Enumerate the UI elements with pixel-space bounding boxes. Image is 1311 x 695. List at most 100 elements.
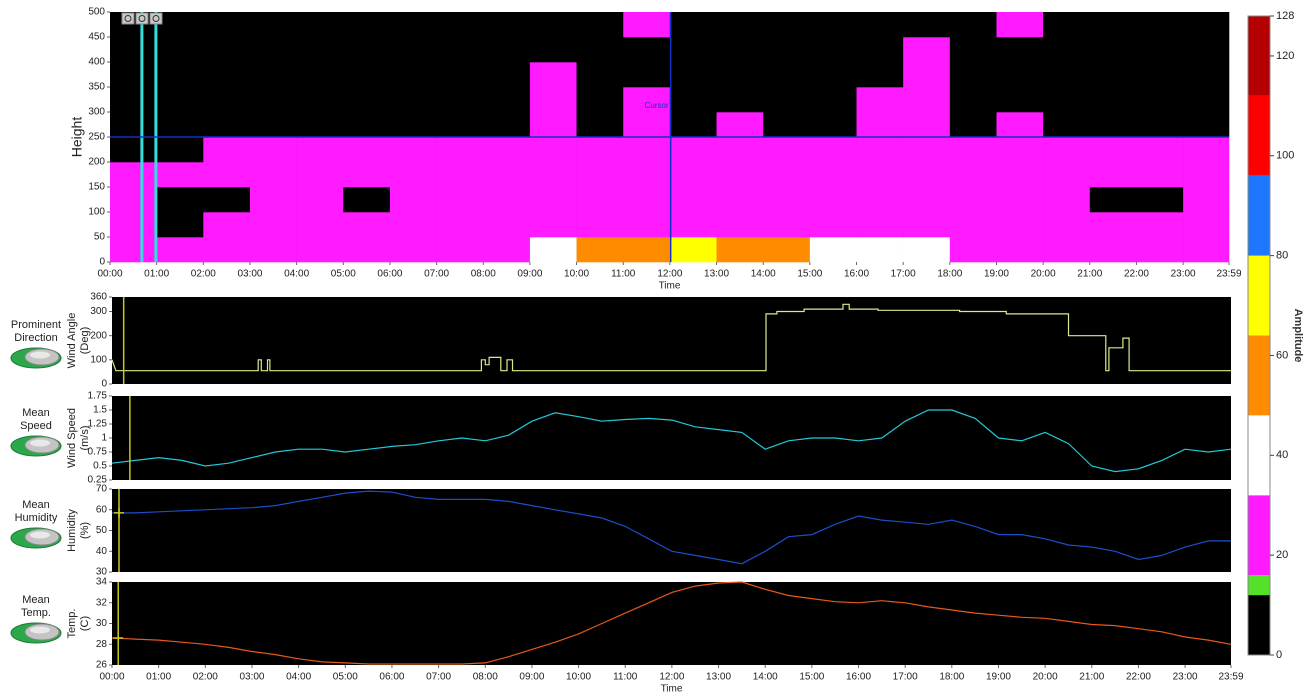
- control-label: Direction: [14, 332, 57, 344]
- color-scale-tick-label: 40: [1276, 449, 1288, 461]
- x-tick-label: 08:00: [471, 269, 496, 280]
- y-axis-label: (Deg): [79, 327, 91, 355]
- color-scale-tick-label: 20: [1276, 549, 1288, 561]
- heatmap-cell: [1090, 37, 1137, 62]
- x-tick-label: 23:00: [1171, 269, 1196, 280]
- y-axis-label: Temp.: [66, 609, 78, 639]
- heatmap-cell: [857, 162, 904, 187]
- heatmap-cell: [1183, 187, 1229, 212]
- heatmap-cell: [717, 112, 764, 137]
- heatmap-cell: [110, 237, 157, 262]
- x-tick-label: 12:00: [657, 269, 682, 280]
- heatmap-cell: [1090, 12, 1137, 37]
- color-band: [1248, 256, 1270, 336]
- color-scale-tick-label: 120: [1276, 50, 1294, 62]
- heatmap-cell: [623, 137, 670, 162]
- heatmap-cell: [390, 137, 437, 162]
- heatmap-cell: [203, 87, 250, 112]
- heatmap-cell: [110, 37, 157, 62]
- plot-area: [112, 582, 1231, 665]
- x-tick-label: 04:00: [286, 672, 311, 683]
- heatmap-cell: [250, 12, 297, 37]
- heatmap-cell: [530, 137, 577, 162]
- heatmap-cell: [577, 87, 624, 112]
- heatmap-cell: [1043, 37, 1090, 62]
- x-tick-label: 20:00: [1033, 672, 1058, 683]
- heatmap-cell: [483, 212, 530, 237]
- heatmap-cell: [950, 87, 997, 112]
- x-tick-label: 12:00: [659, 672, 684, 683]
- heatmap-cell: [763, 187, 810, 212]
- graph-tool[interactable]: [122, 13, 134, 24]
- heatmap-cell: [390, 112, 437, 137]
- heatmap-cell: [1183, 162, 1229, 187]
- y-tick-label: 26: [96, 660, 108, 671]
- heatmap-cell: [483, 12, 530, 37]
- y-axis-label: Wind Speed: [66, 408, 78, 468]
- heatmap-cell: [996, 62, 1043, 87]
- heatmap-cell: [437, 237, 484, 262]
- x-tick-label: 18:00: [937, 269, 962, 280]
- y-axis-label: Wind Angle: [66, 313, 78, 369]
- heatmap-cell: [763, 212, 810, 237]
- toggle-shine: [30, 440, 50, 447]
- heatmap-cell: [1043, 62, 1090, 87]
- heatmap-cell: [577, 237, 624, 262]
- y-tick-label: 40: [96, 546, 108, 557]
- heatmap-cell: [763, 237, 810, 262]
- heatmap-cell: [390, 37, 437, 62]
- heatmap-cell: [996, 87, 1043, 112]
- heatmap-cell: [1043, 12, 1090, 37]
- heatmap-cell: [203, 212, 250, 237]
- heatmap-cell: [950, 62, 997, 87]
- heatmap-cell: [1090, 237, 1137, 262]
- heatmap-cell: [483, 62, 530, 87]
- screen: 05010015020025030035040045050000:0001:00…: [0, 0, 1311, 695]
- x-tick-label: 06:00: [377, 269, 402, 280]
- y-tick-label: 100: [88, 207, 105, 218]
- heatmap-cell: [1136, 12, 1183, 37]
- x-tick-label: 05:00: [333, 672, 358, 683]
- x-tick-label: 00:00: [99, 672, 124, 683]
- heatmap-cell: [1090, 187, 1137, 212]
- heatmap-cell: [203, 62, 250, 87]
- heatmap-cell: [1090, 162, 1137, 187]
- control-label: Speed: [20, 420, 52, 432]
- heatmap-cell: [1090, 112, 1137, 137]
- heatmap-cell: [297, 12, 344, 37]
- heatmap-cell: [623, 237, 670, 262]
- heatmap-cell: [1043, 112, 1090, 137]
- heatmap-cell: [250, 162, 297, 187]
- heatmap-cell: [996, 112, 1043, 137]
- heatmap-cell: [950, 112, 997, 137]
- heatmap-cell: [297, 112, 344, 137]
- heatmap-cell: [903, 62, 950, 87]
- graph-tool[interactable]: [150, 13, 162, 24]
- heatmap-cell: [1136, 112, 1183, 137]
- heatmap-cell: [250, 237, 297, 262]
- heatmap-cell: [1183, 87, 1229, 112]
- x-tick-label: 16:00: [846, 672, 871, 683]
- color-scale-label: Amplitude: [1292, 309, 1304, 363]
- heatmap-cell: [1043, 137, 1090, 162]
- heatmap-cell: [903, 187, 950, 212]
- graph-tool[interactable]: [136, 13, 148, 24]
- toggle-switch[interactable]: [11, 528, 61, 548]
- heatmap-cell: [110, 162, 157, 187]
- heatmap-cell: [343, 162, 390, 187]
- heatmap-cell: [110, 87, 157, 112]
- toggle-switch[interactable]: [11, 436, 61, 456]
- heatmap-cell: [1090, 62, 1137, 87]
- x-tick-label: 23:00: [1173, 672, 1198, 683]
- toggle-switch[interactable]: [11, 348, 61, 368]
- y-tick-label: 150: [88, 182, 105, 193]
- control-label: Mean: [22, 407, 50, 419]
- heatmap-cell: [903, 112, 950, 137]
- control-label: Mean: [22, 499, 50, 511]
- heatmap-cell: [670, 237, 717, 262]
- heatmap-cell: [157, 137, 204, 162]
- x-tick-label: 14:00: [753, 672, 778, 683]
- y-tick-label: 50: [94, 232, 106, 243]
- heatmap-cell: [157, 12, 204, 37]
- toggle-switch[interactable]: [11, 623, 61, 643]
